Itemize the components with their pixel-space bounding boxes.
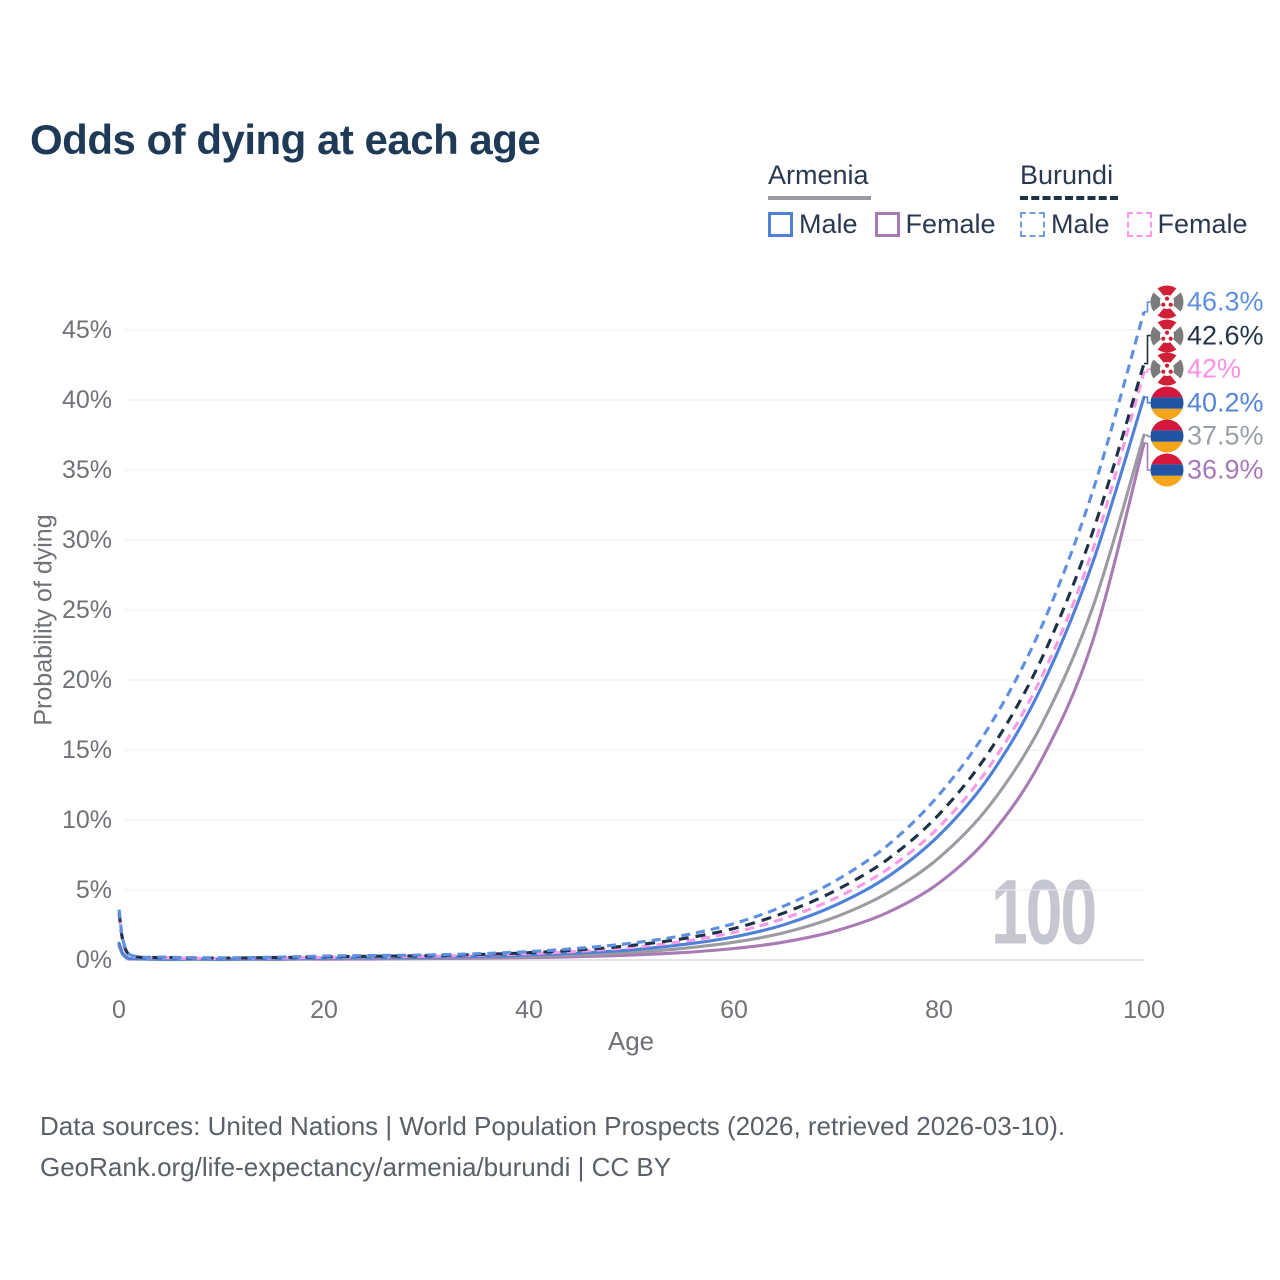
y-tick-10: 10% [61, 806, 112, 834]
flag-icon-armenia [1150, 386, 1184, 420]
x-tick-100: 100 [1123, 996, 1165, 1024]
y-tick-35: 35% [61, 456, 112, 484]
connector-armenia-male [1144, 396, 1151, 404]
y-tick-20: 20% [61, 666, 112, 694]
y-tick-25: 25% [61, 596, 112, 624]
footer: Data sources: United Nations | World Pop… [40, 1106, 1065, 1188]
legend-swatch-armenia-female [874, 212, 900, 237]
series-lines [117, 311, 1146, 962]
connector-burundi-male [1144, 301, 1151, 313]
connector-armenia-both-sexes [1144, 434, 1151, 438]
legend-group-armenia: Armenia Male Female [768, 160, 1013, 240]
series-line-armenia-both-sexes [117, 433, 1146, 961]
flag-icon-burundi [1150, 319, 1184, 353]
connector-burundi-both-sexes [1144, 334, 1151, 365]
end-value-armenia-male: 40.2% [1187, 387, 1264, 418]
y-tick-30: 30% [61, 526, 112, 554]
x-tick-20: 20 [310, 996, 338, 1024]
flag-icon-armenia [1150, 419, 1184, 453]
x-tick-40: 40 [515, 996, 543, 1024]
legend-row-armenia: Male Female [768, 209, 1013, 240]
label-connectors [1144, 301, 1151, 471]
footer-attribution: GeoRank.org/life-expectancy/armenia/buru… [40, 1152, 672, 1182]
legend-item-burundi-female[interactable]: Female [1126, 209, 1248, 240]
y-tick-15: 15% [61, 736, 112, 764]
legend-label-burundi-male: Male [1051, 209, 1110, 239]
x-tick-0: 0 [112, 996, 126, 1024]
legend-swatch-armenia-male [768, 212, 793, 237]
footer-data-sources: Data sources: United Nations | World Pop… [40, 1111, 1066, 1141]
y-tick-0: 0% [75, 946, 112, 974]
age-watermark: 100 [990, 861, 1097, 964]
connector-burundi-female [1144, 368, 1151, 373]
flag-icon-burundi [1150, 352, 1184, 386]
end-value-armenia-female: 36.9% [1187, 454, 1264, 485]
y-tick-40: 40% [61, 386, 112, 414]
y-tick-45: 45% [61, 316, 112, 344]
x-axis-title: Age [607, 1026, 655, 1056]
gridlines [125, 329, 1144, 961]
legend-group-burundi: Burundi Male Female [1020, 160, 1265, 240]
legend-item-burundi-male[interactable]: Male [1020, 209, 1110, 240]
legend-label-armenia-male: Male [799, 209, 858, 239]
series-line-armenia-male [117, 395, 1146, 961]
connector-armenia-female [1144, 442, 1151, 471]
legend-label-armenia-female: Female [905, 209, 996, 239]
x-tick-80: 80 [925, 996, 953, 1024]
legend-country-burundi: Burundi [1020, 160, 1118, 200]
flag-icon-burundi [1150, 285, 1184, 319]
end-value-armenia-both-sexes: 37.5% [1187, 420, 1264, 451]
legend-row-burundi: Male Female [1020, 209, 1265, 240]
legend-swatch-burundi-male [1020, 212, 1045, 237]
legend-item-armenia-male[interactable]: Male [768, 209, 858, 240]
x-tick-60: 60 [720, 996, 748, 1024]
end-value-burundi-both-sexes: 42.6% [1187, 320, 1264, 351]
y-tick-5: 5% [75, 876, 112, 904]
series-line-burundi-female [117, 371, 1146, 960]
page-title: Odds of dying at each age [30, 116, 541, 164]
legend-label-burundi-female: Female [1157, 209, 1248, 239]
legend-country-armenia: Armenia [768, 160, 871, 200]
series-line-burundi-male [117, 311, 1146, 960]
end-value-burundi-male: 46.3% [1187, 286, 1264, 317]
series-line-burundi-both-sexes [117, 363, 1146, 960]
y-axis-title: Probability of dying [29, 514, 58, 726]
series-line-armenia-female [117, 441, 1146, 962]
end-value-burundi-female: 42% [1187, 353, 1242, 384]
legend-item-armenia-female[interactable]: Female [874, 209, 996, 240]
legend-swatch-burundi-female [1126, 212, 1152, 237]
flag-icon-armenia [1150, 453, 1184, 487]
